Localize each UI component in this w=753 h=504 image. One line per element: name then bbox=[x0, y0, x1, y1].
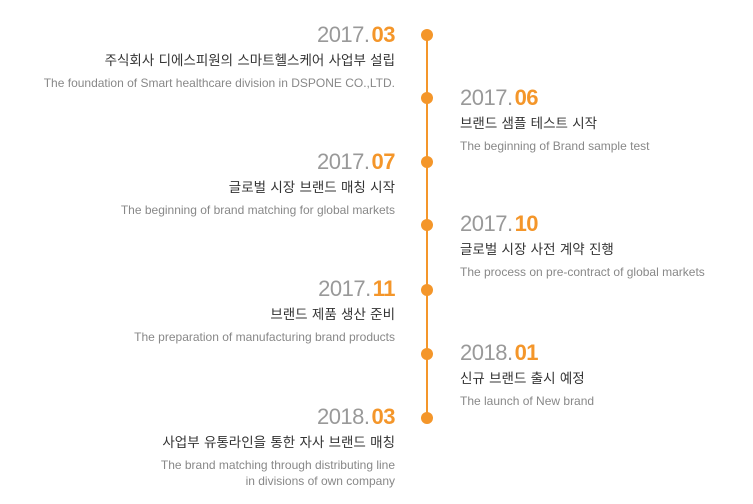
entry-title: 사업부 유통라인을 통한 자사 브랜드 매칭 bbox=[162, 435, 395, 451]
timeline-dot bbox=[421, 156, 433, 168]
entry-month: 10 bbox=[514, 211, 539, 236]
entry-month: 01 bbox=[514, 340, 539, 365]
timeline-dot bbox=[421, 348, 433, 360]
entry-year: 2017. bbox=[316, 149, 370, 174]
entry-date: 2017.11 bbox=[134, 276, 395, 302]
entry-year: 2018. bbox=[460, 340, 513, 365]
entry-description: The beginning of brand matching for glob… bbox=[120, 203, 395, 217]
entry-title: 글로벌 시장 브랜드 매칭 시작 bbox=[228, 180, 395, 196]
timeline-dot bbox=[421, 284, 433, 296]
entry-title: 글로벌 시장 사전 계약 진행 bbox=[460, 242, 614, 258]
timeline-entry-2017-10: 2017.10 글로벌 시장 사전 계약 진행 The process on p… bbox=[460, 211, 705, 280]
entry-date: 2017.07 bbox=[121, 149, 396, 175]
entry-month: 07 bbox=[371, 149, 396, 174]
entry-date: 2018.03 bbox=[161, 404, 396, 430]
entry-description: The process on pre-contract of global ma… bbox=[460, 265, 705, 279]
entry-month: 06 bbox=[514, 85, 539, 110]
entry-month: 11 bbox=[372, 276, 396, 301]
timeline-dot bbox=[421, 92, 433, 104]
timeline-dot bbox=[421, 219, 433, 231]
entry-year: 2017. bbox=[460, 211, 513, 236]
entry-title: 브랜드 제품 생산 준비 bbox=[270, 307, 395, 323]
timeline-dot bbox=[421, 29, 433, 41]
entry-date: 2017.06 bbox=[460, 85, 649, 111]
timeline-entry-2018-01: 2018.01 신규 브랜드 출시 예정 The launch of New b… bbox=[460, 340, 594, 409]
entry-description: The foundation of Smart healthcare divis… bbox=[43, 76, 395, 90]
entry-description: The launch of New brand bbox=[460, 394, 595, 408]
entry-description: The brand matching through distributing … bbox=[160, 458, 395, 488]
entry-description: The preparation of manufacturing brand p… bbox=[134, 330, 395, 344]
timeline-entry-2017-11: 2017.11 브랜드 제품 생산 준비 The preparation of … bbox=[134, 276, 395, 345]
entry-title: 브랜드 샘플 테스트 시작 bbox=[460, 116, 598, 132]
entry-title: 신규 브랜드 출시 예정 bbox=[460, 371, 585, 387]
timeline-entry-2018-03: 2018.03 사업부 유통라인을 통한 자사 브랜드 매칭 The brand… bbox=[160, 404, 396, 489]
timeline-entry-2017-06: 2017.06 브랜드 샘플 테스트 시작 The beginning of B… bbox=[460, 85, 649, 154]
entry-date: 2018.01 bbox=[460, 340, 594, 366]
entry-year: 2018. bbox=[316, 404, 370, 429]
entry-year: 2017. bbox=[318, 276, 371, 301]
entry-title: 주식회사 디에스피원의 스마트헬스케어 사업부 설립 bbox=[104, 53, 395, 69]
timeline-entry-2017-03: 2017.03 주식회사 디에스피원의 스마트헬스케어 사업부 설립 The f… bbox=[43, 22, 396, 91]
entry-date: 2017.03 bbox=[44, 22, 396, 48]
entry-description: The beginning of Brand sample test bbox=[460, 139, 650, 153]
entry-year: 2017. bbox=[460, 85, 513, 110]
timeline-entry-2017-07: 2017.07 글로벌 시장 브랜드 매칭 시작 The beginning o… bbox=[120, 149, 396, 218]
entry-month: 03 bbox=[371, 22, 396, 47]
entry-date: 2017.10 bbox=[460, 211, 705, 237]
entry-year: 2017. bbox=[316, 22, 370, 47]
entry-month: 03 bbox=[371, 404, 396, 429]
timeline-dot bbox=[421, 412, 433, 424]
